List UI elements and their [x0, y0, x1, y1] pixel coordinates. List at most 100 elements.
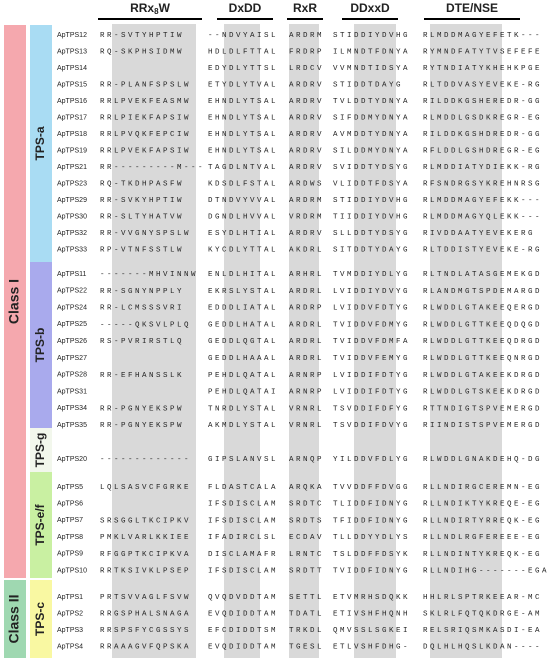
motif-part: W: [159, 1, 171, 15]
sequence-segment: QMVSSLSGKEI: [333, 627, 410, 635]
sequence-segment: KYCDLYTTAL: [208, 246, 278, 254]
sequence-segment: ENLDLHITAL: [208, 271, 278, 279]
sequence-segment: RLANDMGTSPDEMARGD: [423, 288, 542, 296]
sequence-segment: RRLPVEKFEASMW: [100, 98, 191, 106]
sequence-segment: VLIDDTFDSYA: [333, 180, 410, 188]
sequence-segment: RLWDDLGTTKEEQDRGD: [423, 338, 542, 346]
sequence-name: ApTPS8: [57, 534, 83, 541]
motif-label: DDxxD: [350, 1, 390, 15]
sequence-segment: RRAAAGVFQPSKA: [100, 643, 191, 651]
sequence-segment: DTNDVYVVAL: [208, 197, 278, 205]
subfamily-bar: [30, 25, 52, 262]
sequence-name: ApTPS7: [57, 517, 83, 524]
sequence-segment: TVIDDVFDMFA: [333, 338, 410, 346]
motif-label: DxDD: [229, 1, 262, 15]
sequence-segment: TVLDDTYDNYA: [333, 98, 410, 106]
sequence-segment: STIDDIYDVHG: [333, 32, 410, 40]
sequence-segment: RYMNDFATYTVSEFEFE: [423, 48, 542, 56]
sequence-segment: EKRSLYSTAL: [208, 288, 278, 296]
sequence-segment: RRLPIEKFAPSIW: [100, 114, 191, 122]
sequence-segment: DISCLAMAFR: [208, 551, 278, 559]
sequence-name: ApTPS28: [57, 372, 87, 379]
sequence-segment: RIINDISTSPVEMERGD: [423, 422, 542, 430]
sequence-segment: TLLDDYYDLYS: [333, 534, 410, 542]
sequence-segment: HHLRLSPTRKEEAR-MC: [423, 594, 542, 602]
sequence-segment: EHNDLYTSAL: [208, 98, 278, 106]
sequence-name: ApTPS17: [57, 114, 87, 121]
sequence-segment: RLTNDLATASGEMEKGD: [423, 271, 542, 279]
sequence-segment: RR-PLANFSPSLW: [100, 81, 191, 89]
sequence-name: ApTPS23: [57, 180, 87, 187]
sequence-segment: EFCDIDDTSM: [208, 627, 278, 635]
sequence-segment: TAGDLNTVAL: [208, 164, 278, 172]
sequence-segment: STIDDTDAYG: [333, 81, 403, 89]
sequence-name: ApTPS30: [57, 213, 87, 220]
sequence-segment: EHNDLYTSAL: [208, 147, 278, 155]
sequence-segment: RILDDKGSHEREDR-GG: [423, 98, 542, 106]
sequence-segment: ARDRL: [289, 338, 324, 346]
sequence-segment: ARDRL: [289, 288, 324, 296]
sequence-segment: EDYDLYTTSL: [208, 65, 278, 73]
sequence-segment: RLLNDIHG-------EGA-E: [423, 567, 550, 575]
sequence-segment: RLWDDLGTAKEEQERGD: [423, 305, 542, 313]
sequence-segment: -----QKSVLPLQ: [100, 321, 191, 329]
class-bar: [4, 25, 26, 578]
sequence-name: ApTPS31: [57, 388, 87, 395]
sequence-segment: AKDRL: [289, 246, 324, 254]
sequence-segment: ARDRM: [289, 32, 324, 40]
sequence-segment: TVIDDFIDNYG: [333, 567, 410, 575]
sequence-segment: GIPSLANVSL: [208, 456, 278, 464]
sequence-segment: RILDDKGSHDREDR-GG: [423, 131, 542, 139]
sequence-name: ApTPS20: [57, 456, 87, 463]
sequence-segment: ARDRP: [289, 305, 324, 313]
subfamily-label: TPS-a: [33, 126, 47, 160]
sequence-segment: RLWDDLGTTKEEQDQGD: [423, 321, 542, 329]
sequence-segment: SRSGGLTKCIPKV: [100, 517, 191, 525]
sequence-segment: TFIDDFIDNYG: [333, 517, 410, 525]
sequence-segment: FLDASTCALA: [208, 484, 278, 492]
sequence-segment: EHNDLYTSAL: [208, 131, 278, 139]
sequence-segment: RLLNDINTYKREQK-EG: [423, 551, 542, 559]
sequence-segment: IFSDISCLAM: [208, 567, 278, 575]
sequence-segment: SETTL: [289, 594, 324, 602]
shade: [354, 24, 396, 658]
sequence-name: ApTPS34: [57, 405, 87, 412]
motif-part: RRx: [130, 1, 154, 15]
sequence-segment: LVIDDIFDTYG: [333, 389, 410, 397]
sequence-segment: RRGSPHALSNAGA: [100, 610, 191, 618]
subfamily-label: TPS-c: [33, 602, 47, 636]
sequence-segment: LRNTC: [289, 551, 324, 559]
sequence-segment: ARHRL: [289, 271, 324, 279]
sequence-segment: RLLNDIKTYKREQE-EG: [423, 501, 542, 509]
sequence-segment: RLLNDLRGFEREEE-EG: [423, 534, 542, 542]
motif-subscript: 8: [154, 7, 159, 16]
sequence-segment: RR-SVTYHPTIW: [100, 32, 184, 40]
sequence-segment: TVIDDVFDMYG: [333, 321, 410, 329]
sequence-segment: RYTNDIATYKHEHKPGE: [423, 65, 542, 73]
subfamily-bar: [30, 428, 52, 472]
sequence-name: ApTPS10: [57, 567, 87, 574]
sequence-segment: SLLDDTYDSYG: [333, 230, 410, 238]
sequence-segment: LVIDDIYDVYG: [333, 288, 410, 296]
class-label: Class I: [6, 279, 22, 324]
sequence-segment: EHNDLYTSAL: [208, 114, 278, 122]
sequence-segment: RRSPSFYCGSSYS: [100, 627, 191, 635]
sequence-segment: SRDTT: [289, 567, 324, 575]
sequence-segment: ARDRV: [289, 114, 324, 122]
sequence-segment: TSLDDFFDSYK: [333, 551, 410, 559]
sequence-name: ApTPS11: [57, 271, 87, 278]
sequence-segment: RLMDDIATYDIEKK-RG: [423, 164, 542, 172]
sequence-segment: HDLDLFTTAL: [208, 48, 278, 56]
sequence-name: ApTPS2: [57, 610, 83, 617]
sequence-segment: ARDRL: [289, 321, 324, 329]
sequence-segment: ESYDLHTIAL: [208, 230, 278, 238]
sequence-segment: ARDRV: [289, 147, 324, 155]
subfamily-bar: [30, 580, 52, 658]
sequence-segment: RFSNDRGSYKREHNRSG: [423, 180, 542, 188]
shade: [224, 24, 260, 658]
sequence-segment: RR-SLTYHATVW: [100, 213, 184, 221]
sequence-segment: RFLDDLGSHDREGR-EG: [423, 147, 542, 155]
sequence-segment: TVIDDVFEMYG: [333, 355, 410, 363]
sequence-name: ApTPS6: [57, 501, 83, 508]
sequence-segment: FRDRP: [289, 48, 324, 56]
